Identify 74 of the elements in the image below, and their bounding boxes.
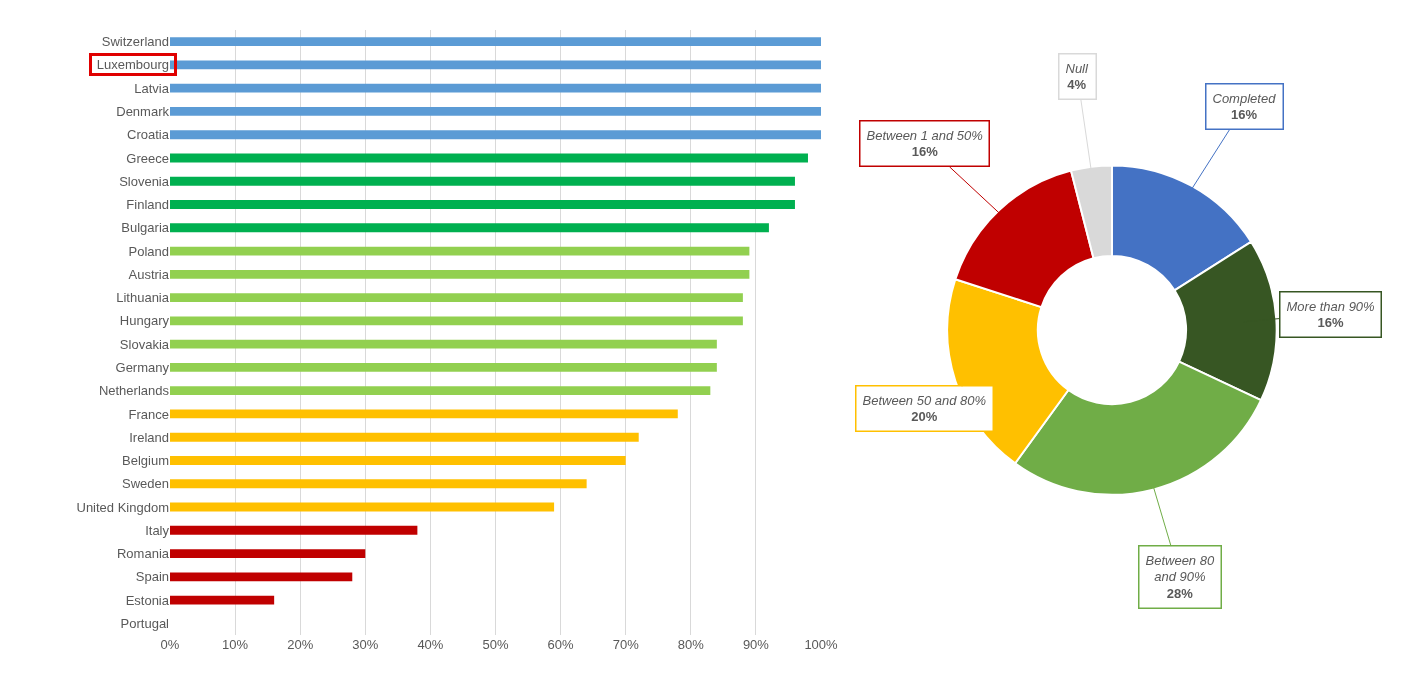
y-tick-label: Belgium [122, 453, 169, 469]
x-tick-label: 10% [222, 637, 249, 652]
bar [170, 502, 555, 512]
y-tick-label: France [128, 406, 169, 422]
bar [170, 83, 821, 93]
x-tick-label: 40% [417, 637, 444, 652]
data-label: 20% [911, 409, 938, 425]
y-tick-label: Germany [115, 359, 170, 375]
bar [170, 339, 717, 349]
data-label: 16% [911, 144, 939, 160]
y-tick-label: Poland [128, 243, 169, 259]
x-tick-label: 60% [547, 637, 575, 652]
bar [170, 130, 821, 140]
bar [170, 432, 639, 442]
slice-label: More than 90% [1286, 298, 1375, 314]
x-tick-label: 80% [677, 637, 705, 652]
y-tick-label: Estonia [125, 592, 170, 608]
data-label: 16% [1230, 107, 1258, 123]
x-tick-label: 50% [482, 637, 509, 652]
x-tick-label: 90% [742, 637, 770, 652]
bar [170, 176, 795, 186]
x-tick-label: 0% [160, 637, 180, 652]
y-tick-label: United Kingdom [76, 499, 169, 515]
y-tick-label: Hungary [119, 313, 170, 329]
y-tick-label: Austria [128, 266, 170, 282]
y-tick-label: Romania [116, 546, 170, 562]
bar [170, 316, 743, 326]
x-tick-label: 30% [352, 637, 379, 652]
bar [170, 549, 366, 558]
bar [170, 269, 750, 279]
bar [170, 595, 275, 605]
bar [170, 456, 626, 465]
bar [170, 223, 769, 233]
y-tick-label: Spain [135, 569, 169, 585]
bar [170, 246, 750, 256]
y-tick-label: Slovenia [119, 173, 170, 189]
bar [170, 386, 711, 396]
y-tick-label: Slovakia [119, 336, 170, 352]
bar [170, 107, 821, 116]
y-tick-label: Portugal [120, 615, 170, 631]
data-label: 16% [1317, 315, 1345, 331]
bar [170, 525, 418, 535]
y-tick-label: Bulgaria [121, 220, 170, 236]
bar [170, 479, 587, 489]
data-label: 4% [1067, 77, 1087, 93]
x-tick-label: 100% [804, 637, 839, 652]
slice-label: Between 80 and 90% [1145, 552, 1215, 585]
x-tick-label: 70% [612, 637, 640, 652]
bar [170, 60, 821, 70]
y-tick-label: Lithuania [116, 290, 170, 306]
bar [170, 200, 795, 209]
y-tick-label: Latvia [134, 80, 170, 96]
y-tick-label: Finland [126, 197, 169, 213]
x-tick-label: 20% [287, 637, 314, 652]
y-tick-label: Ireland [129, 429, 169, 445]
y-tick-label: Netherlands [98, 383, 170, 399]
bar [170, 409, 678, 419]
bar [170, 153, 808, 163]
bar [170, 293, 743, 303]
y-tick-label: Italy [145, 522, 170, 538]
slice-label: Completed [1212, 90, 1277, 106]
y-tick-label: Sweden [122, 476, 169, 492]
y-tick-label: Greece [126, 150, 169, 166]
y-tick-label: Switzerland [101, 34, 169, 50]
data-label: 28% [1166, 586, 1194, 602]
bar [170, 572, 353, 582]
y-tick-label: Luxembourg [96, 57, 169, 73]
bar [170, 362, 717, 372]
slice-label: Between 1 and 50% [866, 127, 983, 143]
bar [170, 37, 821, 47]
y-tick-label: Denmark [116, 103, 170, 119]
y-tick-label: Croatia [127, 127, 170, 143]
slice-label: Null [1065, 60, 1090, 76]
slice-label: Between 50 and 80% [862, 392, 987, 408]
